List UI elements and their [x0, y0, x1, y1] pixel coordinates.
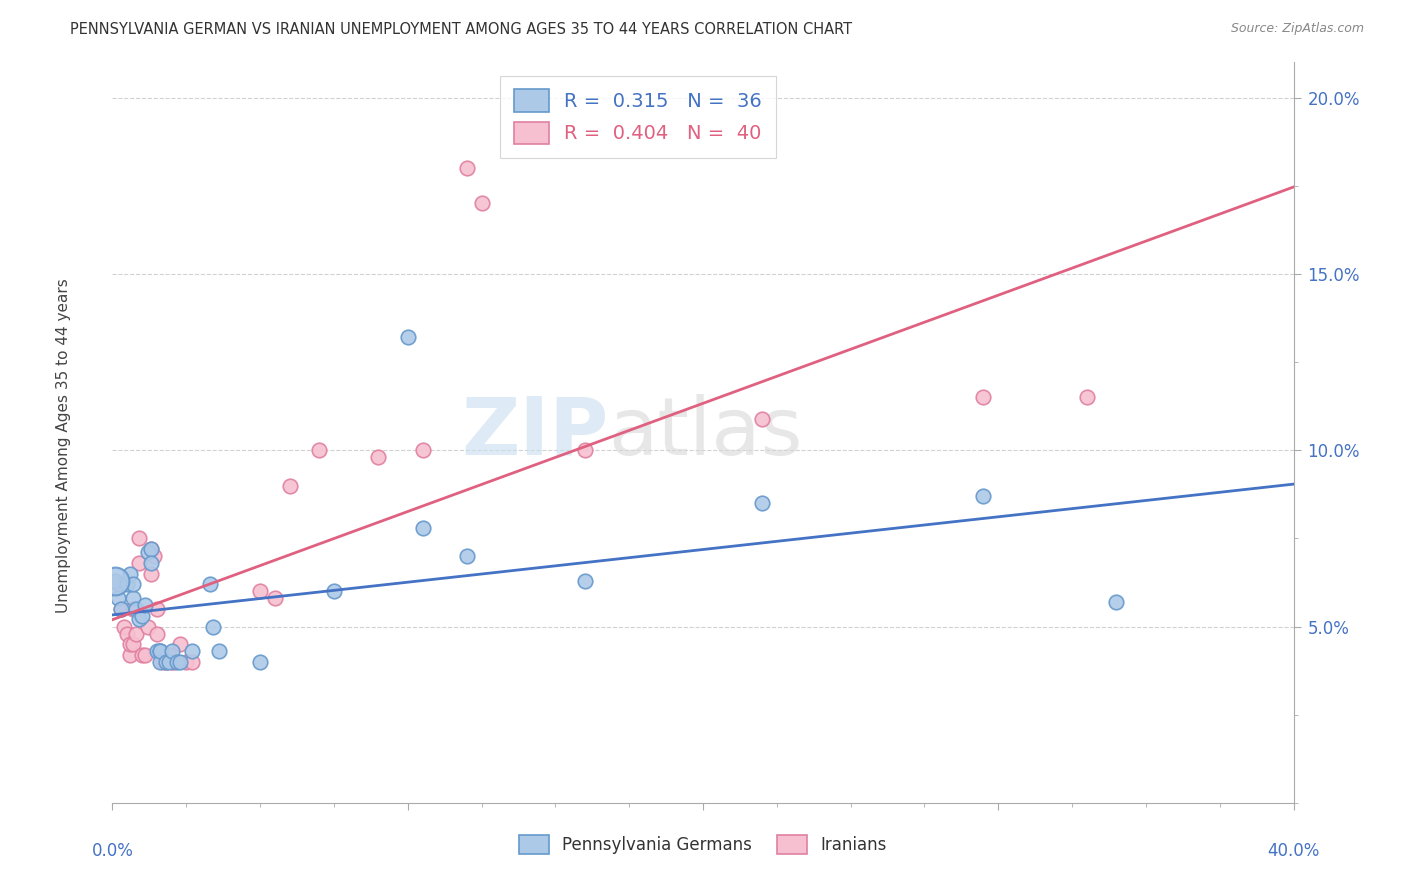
Point [249, 655, 271, 669]
Point [128, 556, 150, 570]
Point [146, 602, 169, 616]
Point [198, 577, 221, 591]
Point [169, 655, 191, 669]
Point [146, 626, 169, 640]
Point [117, 577, 138, 591]
Point [107, 577, 129, 591]
Point [122, 577, 145, 591]
Point [134, 648, 156, 662]
Point [973, 489, 995, 503]
Point [160, 644, 183, 658]
Point [157, 648, 180, 662]
Point [201, 619, 224, 633]
Point [125, 626, 148, 640]
Point [122, 602, 145, 616]
Point [139, 541, 162, 556]
Point [396, 330, 419, 344]
Point [120, 637, 142, 651]
Point [142, 549, 165, 563]
Point [160, 655, 183, 669]
Point [973, 390, 995, 404]
Point [136, 545, 159, 559]
Point [169, 637, 191, 651]
Text: Unemployment Among Ages 35 to 44 years: Unemployment Among Ages 35 to 44 years [56, 278, 70, 614]
Point [134, 599, 156, 613]
Text: ZIP: ZIP [461, 393, 609, 472]
Point [181, 644, 204, 658]
Text: 0.0%: 0.0% [91, 842, 134, 860]
Point [411, 443, 433, 458]
Point [166, 655, 188, 669]
Point [149, 644, 172, 658]
Point [139, 541, 162, 556]
Point [110, 602, 132, 616]
Point [456, 549, 478, 563]
Point [163, 655, 186, 669]
Point [155, 655, 177, 669]
Point [367, 450, 389, 465]
Point [110, 602, 132, 616]
Point [136, 619, 159, 633]
Point [470, 196, 494, 211]
Point [120, 566, 142, 581]
Point [574, 443, 596, 458]
Point [181, 655, 204, 669]
Point [139, 566, 162, 581]
Point [122, 591, 145, 606]
Text: 40.0%: 40.0% [1267, 842, 1320, 860]
Point [574, 574, 596, 588]
Legend: Pennsylvania Germans, Iranians: Pennsylvania Germans, Iranians [512, 829, 894, 861]
Point [249, 584, 271, 599]
Point [131, 648, 153, 662]
Point [751, 411, 773, 425]
Point [264, 591, 287, 606]
Point [112, 619, 135, 633]
Point [146, 644, 169, 658]
Point [155, 655, 177, 669]
Point [131, 609, 153, 624]
Point [308, 443, 330, 458]
Point [157, 655, 180, 669]
Point [1105, 595, 1128, 609]
Point [152, 655, 174, 669]
Point [120, 648, 142, 662]
Point [149, 655, 172, 669]
Point [149, 644, 172, 658]
Point [128, 532, 150, 546]
Text: Source: ZipAtlas.com: Source: ZipAtlas.com [1230, 22, 1364, 36]
Point [751, 496, 773, 510]
Text: atlas: atlas [609, 393, 803, 472]
Point [208, 644, 231, 658]
Point [149, 644, 172, 658]
Point [125, 602, 148, 616]
Point [104, 574, 127, 588]
Point [117, 626, 138, 640]
Point [323, 584, 346, 599]
Point [278, 478, 301, 492]
Point [411, 521, 433, 535]
Point [1076, 390, 1098, 404]
Point [128, 612, 150, 626]
Text: PENNSYLVANIA GERMAN VS IRANIAN UNEMPLOYMENT AMONG AGES 35 TO 44 YEARS CORRELATIO: PENNSYLVANIA GERMAN VS IRANIAN UNEMPLOYM… [70, 22, 852, 37]
Point [174, 655, 197, 669]
Point [122, 637, 145, 651]
Point [139, 556, 162, 570]
Point [104, 574, 127, 588]
Point [456, 161, 478, 176]
Point [107, 591, 129, 606]
